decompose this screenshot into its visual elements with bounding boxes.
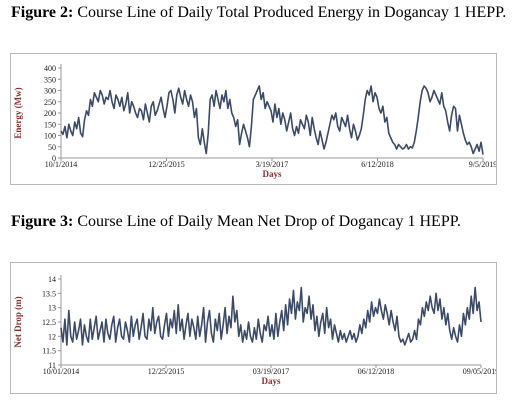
chart2-series-line bbox=[60, 286, 482, 346]
chart1-y-tick-label: 250 bbox=[44, 98, 56, 107]
chart1-y-tick-label: 0 bbox=[52, 154, 56, 163]
net-drop-chart: 11 11.5 12 12.5 13 13.5 14 10/01/2014 12/25/2015… bbox=[10, 262, 497, 394]
chart1-series-line bbox=[60, 85, 484, 155]
energy-chart-svg: 0 50 100 150 200 250 300 350 400 10/1/2014 12/25/2… bbox=[13, 64, 496, 179]
chart1-x-tick-label: 9/5/2019 bbox=[469, 160, 496, 169]
chart1-x-tick-label: 3/19/2017 bbox=[256, 160, 288, 169]
chart2-y-tick-label: 12.5 bbox=[42, 318, 56, 327]
chart1-x-tick-label: 10/1/2014 bbox=[45, 160, 77, 169]
chart2-y-tick-label: 11 bbox=[48, 361, 56, 370]
chart2-y-tick-label: 12 bbox=[48, 332, 56, 341]
energy-chart: 0 50 100 150 200 250 300 350 400 10/1/2014 12/25/2… bbox=[10, 53, 497, 185]
chart1-y-tick-label: 200 bbox=[44, 109, 56, 118]
figure-3-label: Figure 3: bbox=[11, 213, 74, 230]
chart2-x-tick-label: 10/01/2014 bbox=[43, 367, 79, 376]
chart2-y-axis-title: Net Drop (m) bbox=[13, 296, 23, 347]
chart1-y-tick-label: 50 bbox=[48, 143, 56, 152]
figure-2-label: Figure 2: bbox=[11, 4, 74, 21]
chart1-x-axis-title: Days bbox=[262, 169, 281, 179]
figure-2-text: Course Line of Daily Total Produced Ener… bbox=[77, 4, 507, 21]
chart1-y-tick-label: 300 bbox=[44, 87, 56, 96]
chart2-x-axis-title: Days bbox=[261, 376, 280, 386]
chart1-y-axis-title: Energy (Mw) bbox=[13, 87, 23, 138]
chart1-y-tick-label: 350 bbox=[44, 75, 56, 84]
chart2-x-tick-label: 03/19/2017 bbox=[253, 367, 289, 376]
chart2-y-tick-label: 13 bbox=[48, 304, 56, 313]
chart2-x-tick-label: 12/25/2015 bbox=[148, 367, 184, 376]
chart1-x-tick-label: 12/25/2015 bbox=[148, 160, 184, 169]
figure-3-caption: Figure 3: Course Line of Daily Mean Net … bbox=[11, 211, 511, 232]
net-drop-chart-svg: 11 11.5 12 12.5 13 13.5 14 10/01/2014 12/25/2015… bbox=[13, 275, 496, 386]
figure-2-caption: Figure 2: Course Line of Daily Total Pro… bbox=[11, 2, 511, 23]
chart1-x-tick-label: 6/12/2018 bbox=[361, 160, 393, 169]
chart2-x-tick-label: 09/05/2019 bbox=[463, 367, 496, 376]
chart2-y-tick-label: 11.5 bbox=[42, 347, 56, 356]
figure-3-text: Course Line of Daily Mean Net Drop of Do… bbox=[77, 213, 461, 230]
chart2-y-tick-label: 14 bbox=[48, 275, 56, 284]
chart1-y-tick-label: 400 bbox=[44, 64, 56, 73]
chart1-y-tick-label: 100 bbox=[44, 132, 56, 141]
chart2-x-tick-label: 06/12/2018 bbox=[358, 367, 394, 376]
chart1-y-tick-label: 150 bbox=[44, 120, 56, 129]
chart2-y-tick-label: 13.5 bbox=[42, 289, 56, 298]
